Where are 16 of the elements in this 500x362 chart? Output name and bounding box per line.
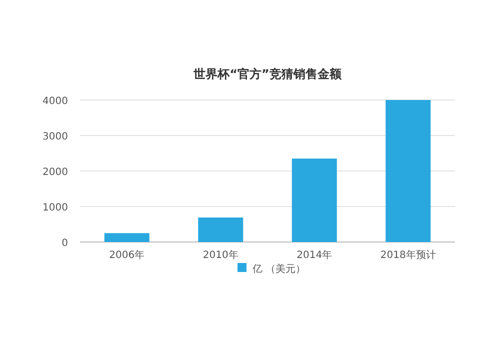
bar: [292, 158, 337, 242]
x-tick-label: 2006年: [109, 249, 145, 261]
y-tick-label: 0: [62, 238, 68, 249]
x-tick-label: 2010年: [202, 249, 238, 261]
x-tick-label: 2018年预计: [380, 249, 436, 261]
y-tick-label: 3000: [42, 132, 68, 142]
y-tick-label: 1000: [42, 202, 68, 214]
y-tick-label: 2000: [42, 167, 68, 178]
legend-label: 亿 （美元）: [252, 263, 306, 275]
bar: [198, 218, 244, 242]
chart-title: 世界杯“官方”竞猜销售金额: [192, 67, 342, 81]
bar: [386, 100, 431, 242]
legend: 亿 （美元）: [238, 263, 306, 275]
x-tick-label: 2014年: [296, 249, 332, 261]
y-tick-label: 4000: [42, 96, 68, 107]
bar: [104, 233, 150, 242]
